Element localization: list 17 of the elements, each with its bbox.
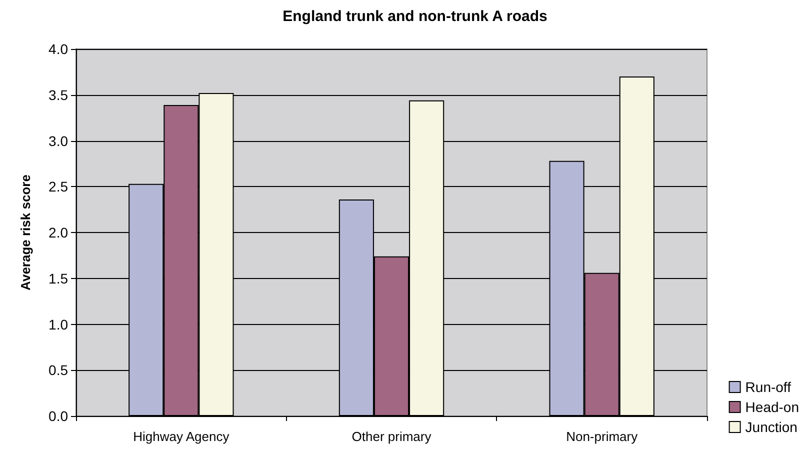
legend-label: Junction bbox=[745, 419, 798, 435]
y-tick-label: 4.0 bbox=[48, 41, 68, 57]
y-tick-label: 2.0 bbox=[48, 224, 68, 240]
chart-title: England trunk and non-trunk A roads bbox=[282, 8, 548, 25]
y-tick-label: 1.5 bbox=[48, 270, 68, 286]
y-tick-label: 2.5 bbox=[48, 178, 68, 195]
legend-label: Run-off bbox=[745, 379, 792, 395]
legend-label: Head-on bbox=[745, 399, 799, 415]
x-tick-label: Non-primary bbox=[566, 429, 638, 444]
y-tick-label: 3.0 bbox=[48, 132, 68, 149]
y-tick-label: 0.5 bbox=[48, 362, 68, 378]
y-tick-label: 0.0 bbox=[48, 408, 68, 424]
y-tick-label: 3.5 bbox=[48, 86, 68, 103]
y-axis-title: Average risk score bbox=[18, 174, 33, 290]
y-tick-label: 1.0 bbox=[48, 316, 68, 332]
x-tick-label: Other primary bbox=[352, 429, 432, 444]
x-tick-label: Highway Agency bbox=[133, 429, 230, 444]
